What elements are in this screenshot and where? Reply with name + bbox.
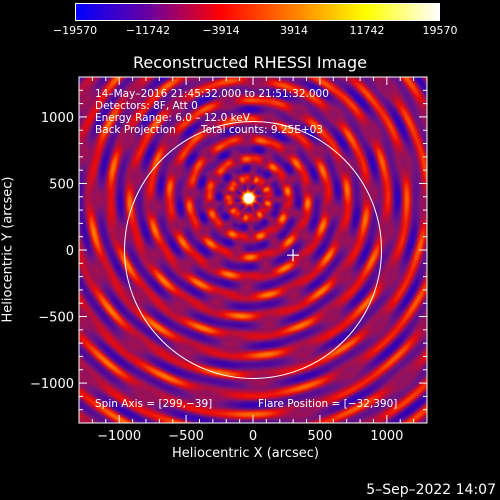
chart-title: Reconstructed RHESSI Image	[133, 53, 367, 72]
y-axis-label: Heliocentric Y (arcsec)	[0, 176, 16, 323]
x-tick-label: −500	[168, 429, 204, 444]
info-method: Back Projection	[95, 124, 176, 136]
colorbar-tick-label: 11742	[349, 24, 385, 37]
x-tick-label: −1000	[97, 429, 141, 444]
y-tick-label: −500	[38, 311, 74, 326]
heatmap-image	[79, 77, 427, 423]
spin-axis-marker	[287, 249, 300, 262]
colorbar-tick-label: 19570	[422, 24, 458, 37]
info-time-range: 14–May–2016 21:45:32.000 to 21:51:32.000	[95, 88, 329, 100]
colorbar-tick-label: −3914	[202, 24, 240, 37]
timestamp: 5–Sep–2022 14:07	[366, 482, 496, 498]
colorbar-tick-label: 3914	[280, 24, 308, 37]
info-spin-axis: Spin Axis = [299,−39]	[95, 398, 213, 410]
x-tick-label: 0	[249, 429, 257, 444]
colorbar-tick-label: −11742	[125, 24, 171, 37]
info-total-counts: Total counts: 9.25E+03	[201, 124, 324, 136]
y-tick-label: 500	[49, 177, 74, 192]
y-tick-label: 1000	[41, 111, 74, 126]
solar-limb-circle	[124, 121, 382, 379]
y-tick-label: 0	[66, 244, 74, 259]
info-energy-range: Energy Range: 6.0 – 12.0 keV	[95, 112, 250, 124]
colorbar-tick-label: −19570	[52, 24, 98, 37]
x-tick-label: 500	[308, 429, 333, 444]
colorbar	[75, 3, 440, 21]
x-axis-label: Heliocentric X (arcsec)	[172, 446, 319, 461]
y-tick-label: −1000	[30, 377, 74, 392]
info-detectors: Detectors: 8F, Att 0	[95, 100, 198, 112]
x-tick-label: 1000	[370, 429, 403, 444]
info-flare-position: Flare Position = [−32,390]	[258, 398, 398, 410]
